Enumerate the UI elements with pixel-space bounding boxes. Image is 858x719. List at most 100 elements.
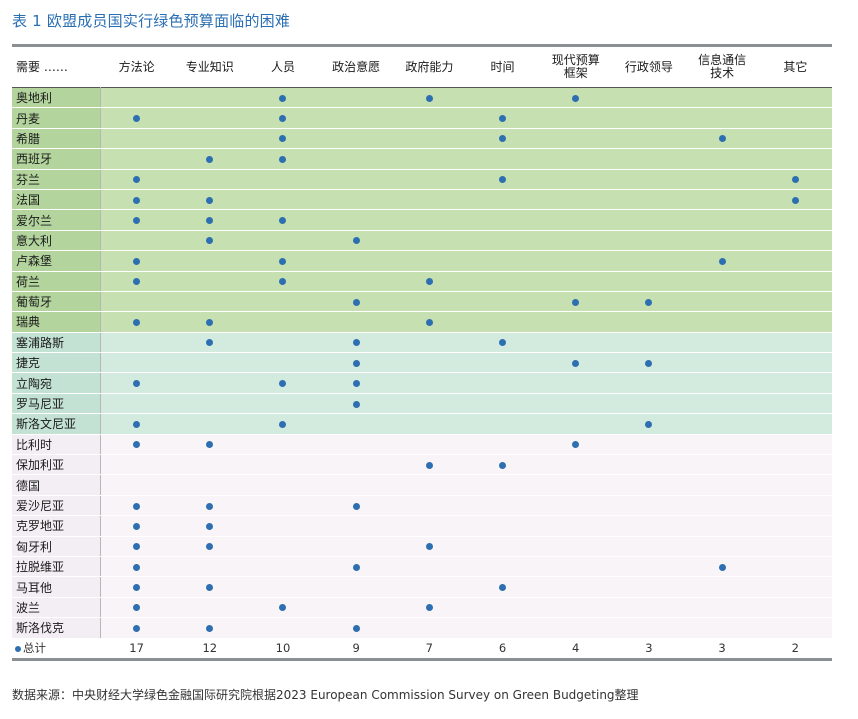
table-cell — [100, 271, 174, 292]
table-cell — [685, 576, 759, 598]
table-cell — [539, 576, 613, 598]
table-cell — [100, 209, 174, 231]
table-cell — [100, 393, 174, 415]
table-cell — [173, 495, 247, 517]
dot-marker-icon — [645, 298, 653, 306]
total-label: 总计 — [23, 641, 46, 656]
table-row: 立陶宛 — [12, 372, 832, 394]
table-cell — [173, 311, 247, 333]
table-row: 保加利亚 — [12, 454, 832, 476]
table-cell — [539, 393, 613, 415]
dot-marker-icon — [206, 339, 214, 347]
dot-marker-icon — [425, 461, 433, 469]
country-name: 立陶宛 — [12, 372, 101, 394]
table-cell — [465, 128, 540, 150]
dot-marker-icon — [133, 563, 141, 571]
table-row: 葡萄牙 — [12, 291, 832, 313]
table-cell — [612, 617, 686, 639]
table-cell — [392, 454, 466, 476]
table-cell — [685, 597, 759, 619]
table-cell — [465, 536, 540, 557]
table-cell — [246, 454, 320, 476]
table-cell — [246, 271, 320, 292]
table-cell — [392, 393, 466, 415]
dot-marker-icon — [425, 318, 433, 326]
table-cell — [758, 209, 832, 231]
table-cell — [100, 332, 174, 354]
table-cell — [465, 311, 540, 333]
table-cell — [465, 250, 540, 272]
table-cell — [173, 393, 247, 415]
table-cell — [392, 311, 466, 333]
country-name: 瑞典 — [12, 311, 101, 333]
table-cell — [246, 230, 320, 252]
table-cell — [173, 332, 247, 354]
table-cell — [612, 372, 686, 394]
table-cell — [685, 332, 759, 354]
dot-marker-icon — [645, 420, 653, 428]
table-cell — [612, 454, 686, 476]
country-name: 法国 — [12, 189, 101, 211]
table-cell — [758, 515, 832, 537]
table-cell — [612, 271, 686, 292]
table-cell — [100, 107, 174, 129]
table-cell — [539, 617, 613, 639]
dot-marker-icon — [133, 257, 141, 265]
table-cell — [392, 413, 466, 435]
country-name: 希腊 — [12, 128, 101, 150]
table-cell — [758, 495, 832, 517]
country-name: 卢森堡 — [12, 250, 101, 272]
table-cell — [465, 617, 540, 639]
dot-marker-icon — [133, 604, 141, 612]
table-cell — [392, 128, 466, 150]
table-cell — [392, 495, 466, 517]
table-cell — [100, 515, 174, 537]
table-cell — [246, 515, 320, 537]
table-cell — [100, 413, 174, 435]
table-cell — [173, 189, 247, 211]
table-cell — [539, 454, 613, 476]
table-cell — [685, 189, 759, 211]
dot-marker-icon — [572, 359, 580, 367]
table-cell — [685, 617, 759, 639]
dot-marker-icon — [133, 522, 141, 530]
dot-marker-icon — [352, 624, 360, 632]
table-cell — [392, 271, 466, 292]
table-cell — [465, 576, 540, 598]
country-name: 克罗地亚 — [12, 515, 101, 537]
table-cell — [173, 87, 247, 109]
column-header: 人员 — [270, 59, 295, 74]
table-cell — [465, 148, 540, 170]
table-cell — [319, 271, 393, 292]
bottom-rule — [12, 658, 832, 661]
table-cell — [100, 230, 174, 252]
table-cell — [465, 169, 540, 190]
table-cell — [173, 230, 247, 252]
table-cell — [758, 617, 832, 639]
table-cell — [100, 128, 174, 150]
table-cell — [539, 250, 613, 272]
table-cell — [539, 189, 613, 211]
table-cell — [685, 87, 759, 109]
dot-marker-icon — [133, 441, 141, 449]
table-cell — [685, 311, 759, 333]
dot-marker-icon — [352, 380, 360, 388]
table-cell — [539, 209, 613, 231]
table-cell — [173, 291, 247, 313]
table-cell — [173, 556, 247, 578]
dot-marker-icon — [499, 176, 507, 184]
dot-marker-icon — [133, 196, 141, 204]
table-cell — [685, 209, 759, 231]
table-cell — [539, 556, 613, 578]
dot-marker-icon — [572, 298, 580, 306]
dot-marker-icon — [645, 359, 653, 367]
table-cell — [758, 189, 832, 211]
table-cell — [319, 413, 393, 435]
total-value: 6 — [465, 637, 540, 658]
table-cell — [173, 148, 247, 170]
table-cell — [758, 128, 832, 150]
dot-marker-icon — [279, 94, 287, 102]
table-cell — [758, 454, 832, 476]
table-cell — [612, 148, 686, 170]
dot-marker-icon — [206, 237, 214, 245]
